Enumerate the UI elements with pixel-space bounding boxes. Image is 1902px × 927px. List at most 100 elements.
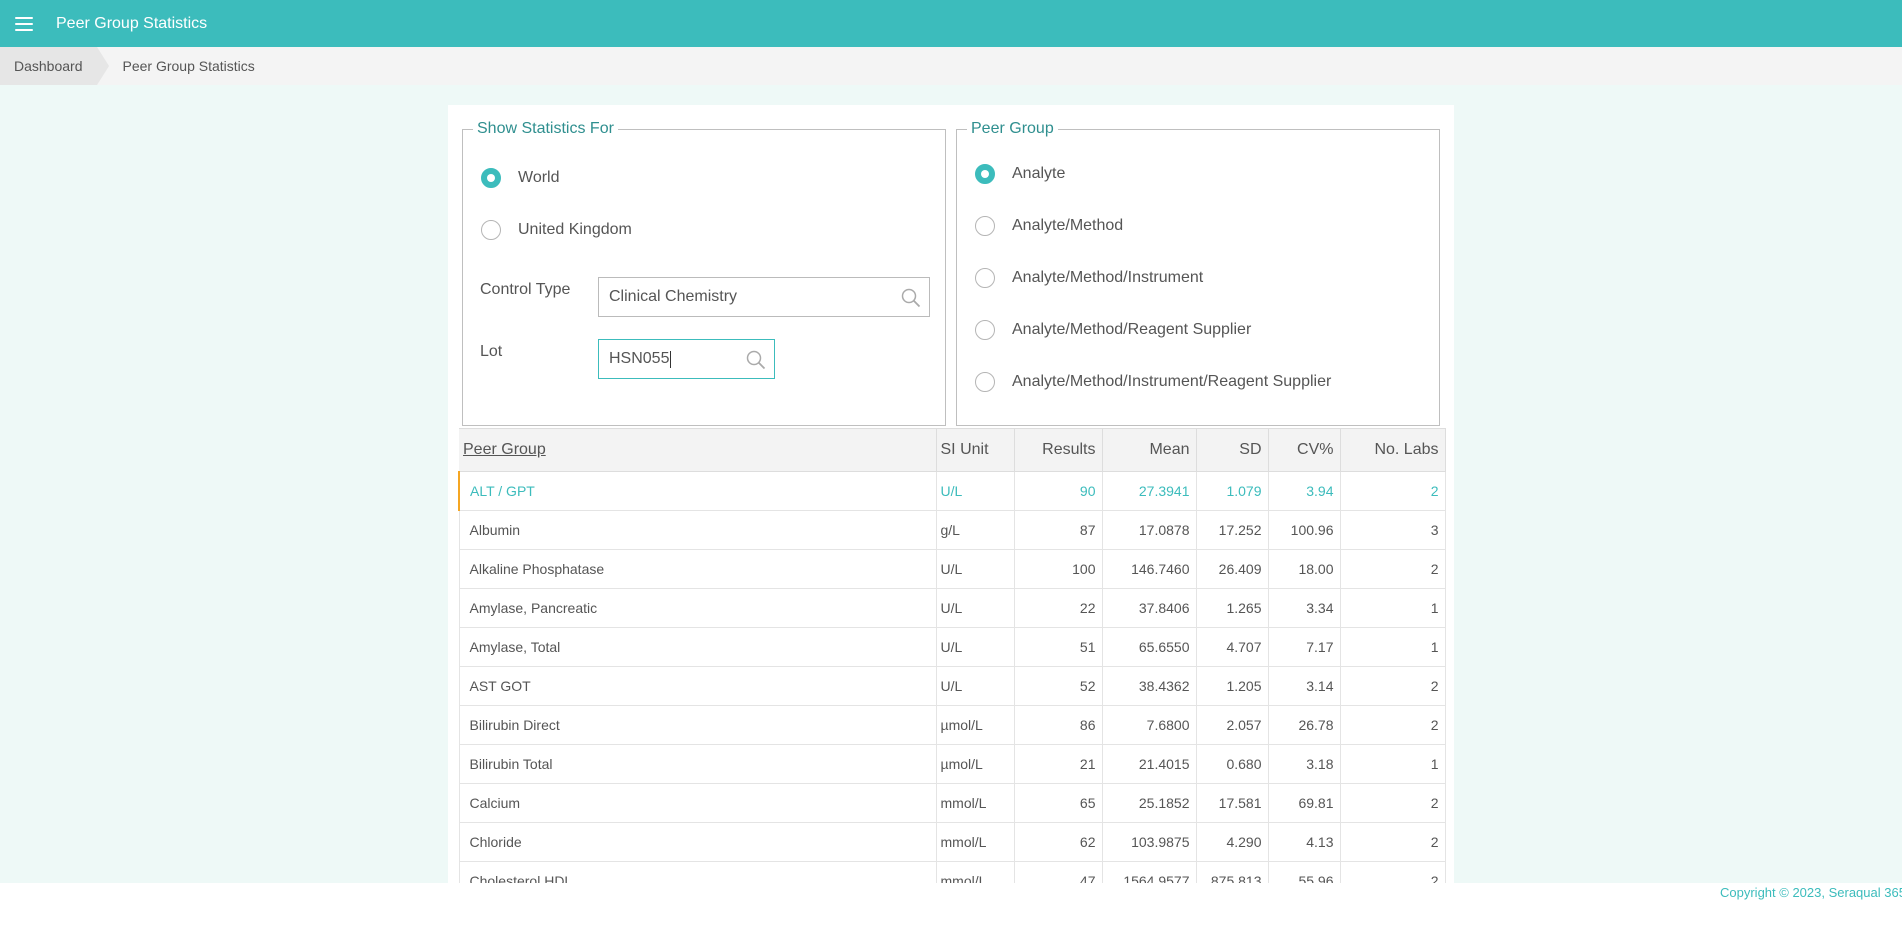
table-body: ALT / GPT U/L 90 27.3941 1.079 3.94 2 Albumin g/… <box>458 471 1446 883</box>
cell-results: 86 <box>1014 705 1103 745</box>
radio-analyte-method-reagent[interactable]: Analyte/Method/Reagent Supplier <box>975 320 1251 340</box>
radio-analyte-method-instrument-indicator[interactable] <box>975 268 995 288</box>
cell-peer-group: Bilirubin Total <box>458 744 937 784</box>
cell-results: 51 <box>1014 627 1103 667</box>
cell-peer-group: Amylase, Pancreatic <box>458 588 937 628</box>
breadcrumb: Dashboard Peer Group Statistics <box>0 47 1902 85</box>
table-row[interactable]: Alkaline Phosphatase U/L 100 146.7460 26.409… <box>458 549 1446 589</box>
cell-results: 90 <box>1014 471 1103 511</box>
cell-cv: 3.34 <box>1268 588 1341 628</box>
table-row[interactable]: Bilirubin Direct µmol/L 86 7.6800 2.057 26.78… <box>458 705 1446 745</box>
control-type-field[interactable]: Clinical Chemistry <box>598 277 930 317</box>
cell-cv: 69.81 <box>1268 783 1341 823</box>
table-row[interactable]: Chloride mmol/L 62 103.9875 4.290 4.13 2 <box>458 822 1446 862</box>
cell-cv: 3.94 <box>1268 471 1341 511</box>
radio-analyte-method-instrument[interactable]: Analyte/Method/Instrument <box>975 268 1203 288</box>
cell-sd: 17.581 <box>1196 783 1269 823</box>
footer <box>0 883 1902 927</box>
radio-analyte-method[interactable]: Analyte/Method <box>975 216 1123 236</box>
table-row[interactable]: Calcium mmol/L 65 25.1852 17.581 69.81 2 <box>458 783 1446 823</box>
cell-sd: 26.409 <box>1196 549 1269 589</box>
radio-analyte-method-instrument-reagent-label: Analyte/Method/Instrument/Reagent Suppli… <box>1012 373 1332 390</box>
radio-united-kingdom-label: United Kingdom <box>518 221 632 238</box>
cell-sd: 1.265 <box>1196 588 1269 628</box>
cell-sd: 1.079 <box>1196 471 1269 511</box>
cell-no-labs: 2 <box>1340 666 1446 706</box>
column-header-sd: SD <box>1196 428 1269 472</box>
radio-world-label: World <box>518 169 560 186</box>
breadcrumb-dashboard[interactable]: Dashboard <box>0 47 108 85</box>
cell-sd: 2.057 <box>1196 705 1269 745</box>
column-header-si-unit: SI Unit <box>936 428 1015 472</box>
radio-united-kingdom-indicator[interactable] <box>481 220 501 240</box>
cell-results: 62 <box>1014 822 1103 862</box>
lot-search-icon[interactable] <box>746 350 766 370</box>
cell-sd: 17.252 <box>1196 510 1269 550</box>
cell-cv: 3.18 <box>1268 744 1341 784</box>
cell-mean: 21.4015 <box>1102 744 1197 784</box>
peer-group-group: Peer Group Analyte Analyte/Method Analyt… <box>956 120 1440 426</box>
cell-cv: 100.96 <box>1268 510 1341 550</box>
cell-cv: 55.96 <box>1268 861 1341 883</box>
lot-value: HSN055 <box>609 350 670 367</box>
cell-no-labs: 2 <box>1340 705 1446 745</box>
table-row[interactable]: Bilirubin Total µmol/L 21 21.4015 0.680 3.18 1 <box>458 744 1446 784</box>
cell-mean: 38.4362 <box>1102 666 1197 706</box>
cell-peer-group: Chloride <box>458 822 937 862</box>
app-title: Peer Group Statistics <box>56 14 208 32</box>
cell-peer-group: Cholesterol HDL <box>458 861 937 883</box>
table-row[interactable]: Albumin g/L 87 17.0878 17.252 100.96 3 <box>458 510 1446 550</box>
radio-analyte-method-instrument-label: Analyte/Method/Instrument <box>1012 269 1204 286</box>
cell-cv: 3.14 <box>1268 666 1341 706</box>
cell-sd: 1.205 <box>1196 666 1269 706</box>
cell-mean: 27.3941 <box>1102 471 1197 511</box>
radio-analyte-method-reagent-indicator[interactable] <box>975 320 995 340</box>
table-row[interactable]: Amylase, Total U/L 51 65.6550 4.707 7.17 1 <box>458 627 1446 667</box>
table-row[interactable]: Cholesterol HDL mmol/L 47 1564.9577 875.813 5… <box>458 861 1446 883</box>
control-type-label: Control Type <box>480 281 571 298</box>
table-row[interactable]: Amylase, Pancreatic U/L 22 37.8406 1.265 3.34… <box>458 588 1446 628</box>
cell-no-labs: 1 <box>1340 627 1446 667</box>
table-row[interactable]: AST GOT U/L 52 38.4362 1.205 3.14 2 <box>458 666 1446 706</box>
cell-si-unit: mmol/L <box>936 783 1015 823</box>
radio-analyte[interactable]: Analyte <box>975 164 1065 184</box>
radio-analyte-method-instrument-reagent-indicator[interactable] <box>975 372 995 392</box>
table-row[interactable]: ALT / GPT U/L 90 27.3941 1.079 3.94 2 <box>458 471 1446 511</box>
radio-world-indicator[interactable] <box>481 168 501 188</box>
menu-icon[interactable] <box>15 16 33 31</box>
cell-peer-group: Albumin <box>458 510 937 550</box>
lot-label: Lot <box>480 343 503 360</box>
cell-si-unit: U/L <box>936 627 1015 667</box>
cell-sd: 875.813 <box>1196 861 1269 883</box>
column-header-no-labs: No. Labs <box>1340 428 1446 472</box>
lot-field[interactable]: HSN055 <box>598 339 775 379</box>
radio-analyte-method-indicator[interactable] <box>975 216 995 236</box>
column-header-cv: CV% <box>1268 428 1341 472</box>
show-statistics-for-legend: Show Statistics For <box>477 120 614 137</box>
cell-mean: 7.6800 <box>1102 705 1197 745</box>
text-caret <box>670 350 672 368</box>
radio-analyte-indicator[interactable] <box>975 164 995 184</box>
cell-si-unit: µmol/L <box>936 705 1015 745</box>
cell-peer-group: Bilirubin Direct <box>458 705 937 745</box>
cell-peer-group: ALT / GPT <box>458 471 937 511</box>
table-header-row: Peer Group SI Unit Results Mean SD CV% N… <box>459 428 1446 472</box>
cell-cv: 26.78 <box>1268 705 1341 745</box>
cell-mean: 25.1852 <box>1102 783 1197 823</box>
cell-no-labs: 2 <box>1340 471 1446 511</box>
statistics-panel: Show Statistics For World United Kingdom… <box>448 105 1454 883</box>
copyright-text: Copyright © 2023, Seraqual 365 <box>1720 885 1902 900</box>
radio-world[interactable]: World <box>481 168 560 188</box>
top-bar: Peer Group Statistics <box>0 0 1902 47</box>
cell-peer-group: Alkaline Phosphatase <box>458 549 937 589</box>
cell-no-labs: 2 <box>1340 783 1446 823</box>
radio-united-kingdom[interactable]: United Kingdom <box>481 220 632 240</box>
cell-results: 22 <box>1014 588 1103 628</box>
column-header-peer-group[interactable]: Peer Group <box>459 428 937 472</box>
column-header-results: Results <box>1014 428 1103 472</box>
cell-mean: 103.9875 <box>1102 822 1197 862</box>
control-type-search-icon[interactable] <box>901 288 921 308</box>
peer-group-legend: Peer Group <box>971 120 1054 137</box>
cell-no-labs: 1 <box>1340 744 1446 784</box>
radio-analyte-method-instrument-reagent[interactable]: Analyte/Method/Instrument/Reagent Suppli… <box>975 372 1331 392</box>
